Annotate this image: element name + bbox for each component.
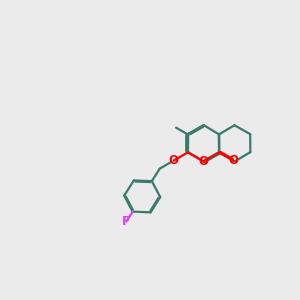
Text: F: F <box>122 215 130 228</box>
Text: O: O <box>228 154 239 167</box>
Text: O: O <box>169 154 179 167</box>
Text: O: O <box>198 155 208 168</box>
